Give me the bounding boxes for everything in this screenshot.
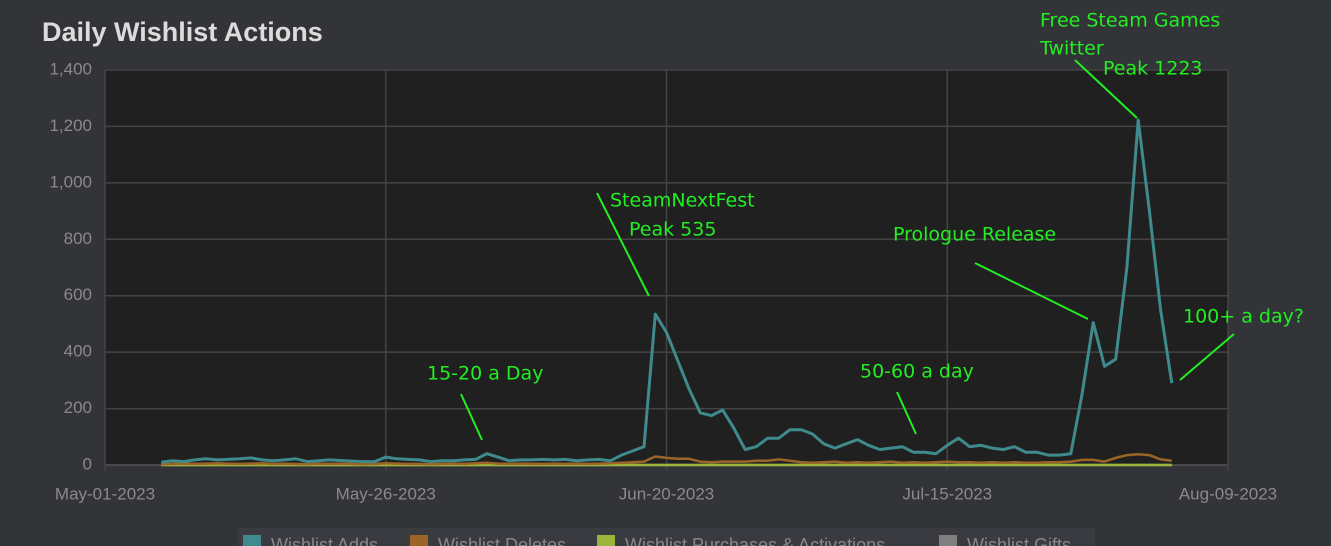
annotation: 50-60 a day	[860, 361, 974, 383]
chart-title: Daily Wishlist Actions	[42, 17, 323, 47]
annotation: Peak 1223	[1103, 58, 1203, 80]
legend: Wishlist Adds Wishlist Deletes Wishlist Pu…	[243, 535, 1071, 546]
y-tick-label: 600	[64, 285, 92, 304]
legend-label[interactable]: Wishlist Adds	[271, 535, 378, 546]
annotation: Twitter	[1039, 38, 1104, 60]
y-tick-label: 800	[64, 229, 92, 248]
y-tick-label: 400	[64, 342, 92, 361]
legend-swatch	[410, 535, 428, 546]
annotation: 15-20 a Day	[427, 363, 543, 385]
annotation: 100+ a day?	[1183, 306, 1304, 328]
x-tick-label: Jul-15-2023	[902, 484, 992, 503]
y-tick-label: 1,200	[49, 116, 92, 135]
annotation-arrow	[596, 192, 650, 297]
x-tick-label: Jun-20-2023	[619, 484, 714, 503]
legend-label[interactable]: Wishlist Gifts	[967, 535, 1071, 546]
annotation-arrow	[896, 391, 917, 435]
annotation: Peak 535	[629, 219, 716, 241]
annotation: Prologue Release	[893, 224, 1056, 246]
y-tick-label: 1,400	[49, 59, 92, 78]
legend-label[interactable]: Wishlist Deletes	[438, 535, 566, 546]
annotation-arrow	[460, 393, 483, 441]
legend-swatch	[597, 535, 615, 546]
annotations: Free Steam Games Twitter Peak 1223 Steam…	[427, 10, 1304, 441]
annotation-arrow	[1074, 59, 1138, 119]
legend-box	[238, 528, 1095, 546]
annotation: Free Steam Games	[1040, 10, 1220, 32]
x-tick-label: Aug-09-2023	[1179, 484, 1277, 503]
y-tick-label: 200	[64, 398, 92, 417]
legend-swatch	[243, 535, 261, 546]
annotation-arrow	[974, 262, 1089, 320]
annotation: SteamNextFest	[610, 190, 755, 212]
lines	[161, 118, 1174, 467]
y-tick-label: 0	[83, 454, 92, 473]
y-tick-label: 1,000	[49, 172, 92, 191]
x-tick-label: May-01-2023	[55, 484, 155, 503]
series-line	[161, 118, 1174, 464]
x-tick-label: May-26-2023	[336, 484, 436, 503]
legend-swatch	[939, 535, 957, 546]
series-line	[161, 453, 1172, 466]
legend-label[interactable]: Wishlist Purchases & Activations	[625, 535, 885, 546]
annotation-arrow	[1179, 333, 1235, 381]
